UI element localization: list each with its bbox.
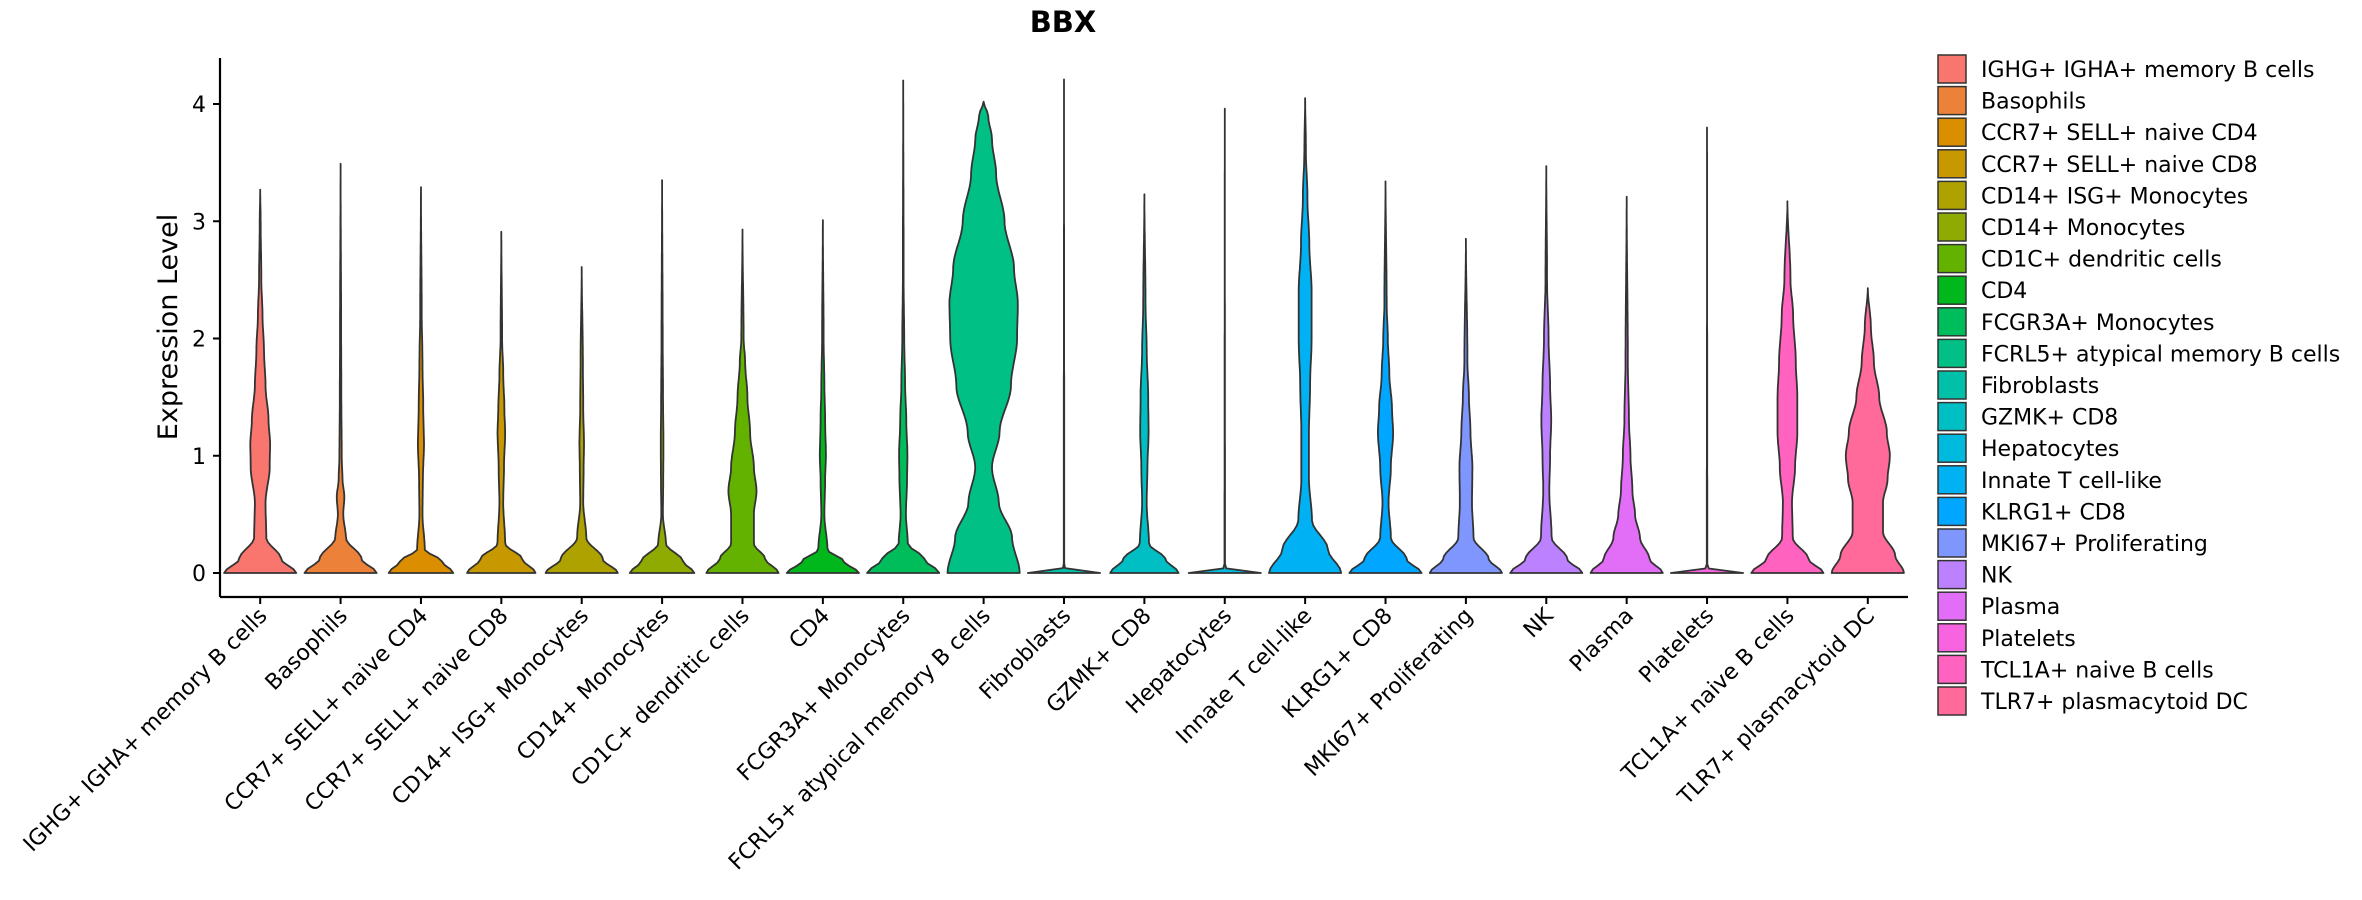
legend-key-19 [1937,654,1967,685]
violin-8 [866,79,941,574]
legend-label: CD1C+ dendritic cells [1981,248,2222,273]
legend-label: FCRL5+ atypical memory B cells [1981,342,2340,367]
legend-key-8 [1937,307,1967,337]
legend-key-5 [1937,212,1967,242]
legend-label: CD14+ ISG+ Monocytes [1981,184,2248,209]
legend-key-10 [1937,370,1967,400]
legend-key-9 [1937,338,1967,369]
legend-label: FCGR3A+ Monocytes [1981,311,2214,336]
legend-label: Platelets [1981,627,2076,652]
violin-0 [223,188,298,574]
violin-1 [303,162,378,574]
legend-key-20 [1937,686,1967,716]
legend-key-13 [1937,465,1967,495]
legend-key-1 [1937,85,1967,116]
legend-key-12 [1937,433,1967,463]
legend-key-17 [1937,591,1967,621]
violin-3 [466,230,537,574]
violin-13 [1268,97,1343,574]
legend-label: NK [1981,564,2012,589]
legend-label: Plasma [1981,595,2060,620]
legend-label: CD4 [1981,279,2027,304]
legend-key-14 [1937,496,1967,527]
y-tick-label: 2 [192,328,206,353]
violin-15 [1428,237,1503,574]
legend-label: Hepatocytes [1981,437,2119,462]
legend-label: CCR7+ SELL+ naive CD8 [1981,153,2258,178]
violin-10 [1027,78,1101,574]
y-tick-label: 1 [192,445,206,470]
legend-key-2 [1937,117,1967,147]
legend-label: TCL1A+ naive B cells [1980,658,2214,683]
legend-label: IGHG+ IGHA+ memory B cells [1981,58,2314,83]
legend-label: CCR7+ SELL+ naive CD4 [1981,121,2258,146]
violin-20 [1830,287,1905,574]
violin-12 [1187,107,1262,574]
legend-label: MKI67+ Proliferating [1981,532,2208,557]
violin-19 [1750,200,1825,574]
legend: IGHG+ IGHA+ memory B cells Basophils CCR7+… [1937,54,2340,716]
legend-label: GZMK+ CD8 [1981,406,2118,431]
violin-4 [544,266,619,574]
legend-label: KLRG1+ CD8 [1981,500,2126,525]
legend-key-4 [1937,180,1967,211]
legend-label: Basophils [1981,90,2086,115]
violin-17 [1589,195,1664,574]
violin-2 [387,186,455,574]
chart-title: BBX [1030,5,1097,39]
legend-label: CD14+ Monocytes [1981,216,2185,241]
legend-key-11 [1937,401,1967,432]
violin-5 [628,179,696,574]
legend-key-18 [1937,623,1967,653]
y-axis: 0 1 2 3 4 [192,58,222,597]
violin-6 [705,228,780,574]
violin-14 [1348,180,1423,574]
violin-7 [785,219,860,574]
legend-key-16 [1937,559,1967,590]
legend-key-7 [1937,275,1967,305]
y-tick-label: 0 [192,562,206,587]
y-tick-label: 4 [192,93,206,118]
violin-9 [946,100,1021,574]
violin-16 [1509,165,1584,574]
legend-label: Innate T cell-like [1981,469,2162,494]
legend-label: TLR7+ plasmacytoid DC [1980,690,2248,715]
legend-label: Fibroblasts [1981,374,2099,399]
legend-key-0 [1937,54,1967,84]
y-axis-label: Expression Level [153,214,184,440]
legend-key-3 [1937,149,1967,179]
violin-18 [1670,126,1744,574]
violin-11 [1109,193,1180,574]
plot-area [223,78,1905,574]
y-tick-label: 3 [192,210,206,235]
legend-key-15 [1937,528,1967,558]
legend-key-6 [1937,243,1967,274]
